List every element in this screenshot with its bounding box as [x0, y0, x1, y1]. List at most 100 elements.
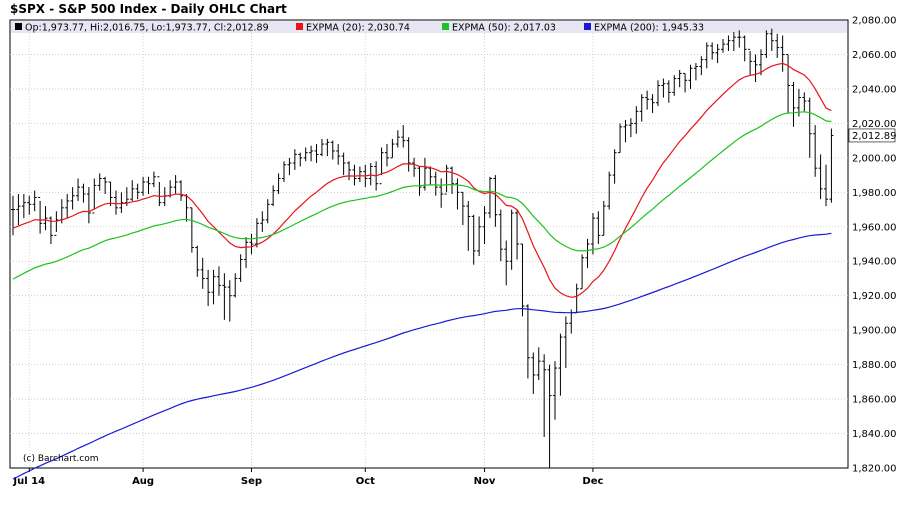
- ohlc-bar: [813, 125, 818, 177]
- ohlc-bar: [450, 166, 455, 195]
- ohlc-bar: [764, 30, 769, 58]
- ohlc-bar: [780, 35, 785, 72]
- ohlc-bar: [515, 209, 520, 260]
- ohlc-bar: [347, 161, 352, 181]
- ohlc-bar: [341, 152, 346, 176]
- ohlc-bar: [542, 354, 547, 437]
- ohlc-bar: [634, 106, 639, 134]
- ohlc-bar: [428, 166, 433, 186]
- ohlc-bar: [482, 206, 487, 244]
- ohlc-bar: [688, 64, 693, 89]
- ohlc-bar: [336, 144, 341, 165]
- ohlc-bar: [179, 180, 184, 201]
- ohlc-bar: [693, 63, 698, 81]
- ohlc-bar: [607, 171, 612, 210]
- x-month-label: Nov: [474, 476, 496, 487]
- ohlc-bar: [471, 214, 476, 265]
- ohlc-bar: [97, 173, 102, 191]
- ohlc-bar: [384, 144, 389, 167]
- legend-ema200-text: EXPMA (200): 1,945.33: [594, 23, 704, 34]
- y-tick-label: 1,860.00: [852, 395, 897, 406]
- y-tick-label: 1,980.00: [852, 188, 897, 199]
- ohlc-bar: [352, 164, 357, 186]
- x-month-label: Sep: [241, 476, 262, 487]
- ohlc-bar: [628, 118, 633, 138]
- ohlc-bar: [596, 211, 601, 244]
- ohlc-bar: [314, 144, 319, 164]
- ohlc-bar: [531, 352, 536, 394]
- last-price-box: [848, 128, 896, 143]
- y-tick-label: 1,960.00: [852, 222, 897, 233]
- y-tick-label: 2,040.00: [852, 84, 897, 95]
- ohlc-bar: [276, 173, 281, 195]
- ohlc-bar: [32, 190, 37, 212]
- ohlc-bar: [509, 209, 514, 270]
- ohlc-bar: [282, 161, 286, 182]
- ohlc-bar: [135, 183, 140, 200]
- x-month-label: Aug: [132, 476, 154, 487]
- ohlc-bar: [11, 195, 15, 236]
- ohlc-bar: [238, 254, 243, 282]
- ohlc-bar: [590, 212, 595, 255]
- x-month-label: Dec: [582, 476, 603, 487]
- ohlc-bar: [113, 190, 118, 215]
- y-tick-label: 2,000.00: [852, 153, 897, 164]
- ohlc-bar: [379, 147, 384, 185]
- ohlc-bar: [146, 176, 151, 195]
- ohlc-bar: [157, 176, 162, 207]
- ohlc-bar: [731, 32, 736, 52]
- ohlc-bar: [54, 211, 59, 236]
- ohlc-bar: [65, 194, 70, 219]
- legend-ema20-text: EXPMA (20): 2,030.74: [306, 23, 410, 34]
- ohlc-bar: [92, 178, 97, 214]
- ohlc-bar: [487, 176, 492, 219]
- ohlc-bar: [574, 283, 579, 314]
- y-tick-label: 1,920.00: [852, 291, 897, 302]
- ohlc-bar: [330, 140, 335, 160]
- ohlc-bar: [748, 48, 753, 76]
- x-month-label: Oct: [356, 476, 375, 487]
- ohlc-bar: [16, 194, 21, 226]
- ohlc-bar: [585, 238, 590, 269]
- ohlc-bar: [580, 254, 585, 290]
- ohlc-bar: [563, 316, 568, 369]
- ohlc-bar: [141, 176, 146, 196]
- ohlc-bar: [547, 364, 552, 468]
- ohlc-bar: [460, 191, 465, 226]
- ema50-line: [12, 111, 832, 280]
- ohlc-bar: [737, 30, 742, 48]
- ohlc-bar: [303, 147, 308, 162]
- ohlc-bar: [244, 237, 249, 269]
- ohlc-bar: [553, 361, 557, 420]
- ohlc-bar: [151, 171, 156, 188]
- ohlc-bar: [368, 163, 373, 186]
- ohlc-bar: [807, 97, 812, 158]
- x-month-label: Jul 14: [12, 476, 45, 487]
- ohlc-bar: [444, 164, 449, 195]
- ohlc-bar: [108, 181, 113, 207]
- ohlc-bar: [710, 42, 715, 60]
- ohlc-bar: [715, 44, 720, 64]
- ohlc-bar: [677, 69, 682, 88]
- ohlc-bar: [650, 94, 655, 114]
- ohlc-bar: [477, 216, 482, 257]
- ohlc-bar: [818, 154, 823, 200]
- copyright-text: (c) Barchart.com: [23, 454, 99, 464]
- ohlc-bar: [417, 166, 422, 196]
- ohlc-bar: [195, 245, 200, 277]
- ohlc-bar: [536, 347, 541, 381]
- y-tick-label: 2,080.00: [852, 16, 897, 27]
- ohlc-bar: [623, 119, 628, 143]
- ohlc-bar: [254, 218, 259, 248]
- ema200-line: [12, 232, 832, 480]
- ohlc-bar: [412, 157, 417, 177]
- y-tick-label: 1,820.00: [852, 464, 897, 475]
- ohlc-bar: [86, 187, 91, 224]
- ohlc-bar: [70, 187, 75, 210]
- ohlc-bar: [76, 178, 81, 201]
- ohlc-bar: [395, 130, 400, 148]
- ohlc-bar: [786, 53, 791, 114]
- ohlc-bar: [455, 178, 460, 210]
- ohlc-bar: [103, 176, 108, 195]
